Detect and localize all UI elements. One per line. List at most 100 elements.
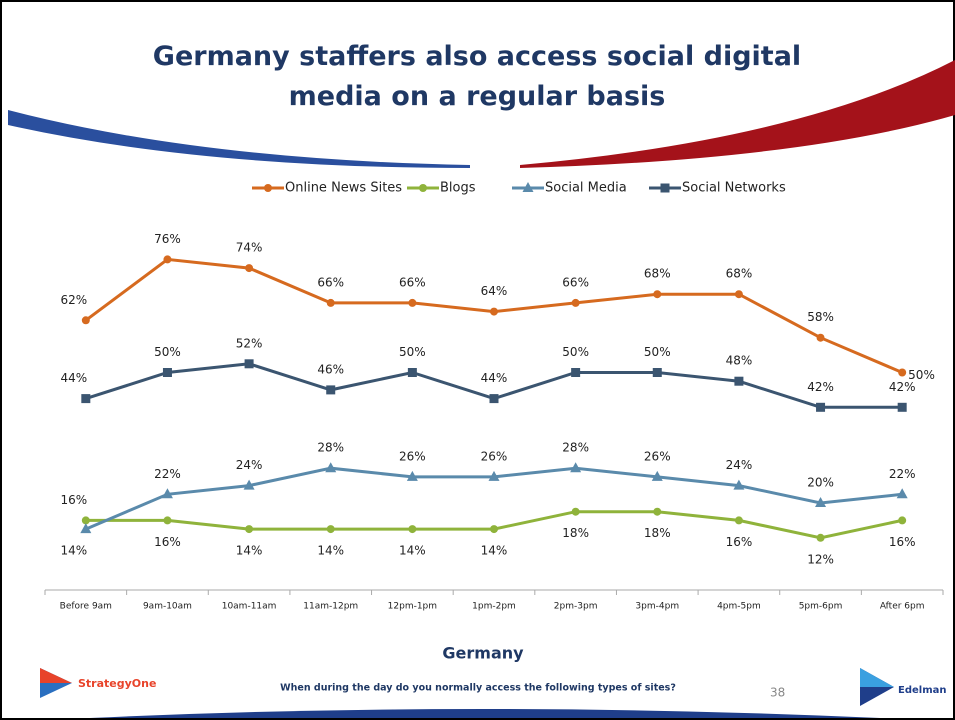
legend-marker — [264, 184, 272, 192]
marker — [734, 516, 743, 525]
marker — [815, 497, 827, 507]
value-label: 14% — [60, 544, 87, 558]
marker — [163, 516, 172, 525]
marker — [489, 394, 499, 404]
marker — [816, 402, 826, 412]
value-label: 66% — [562, 275, 589, 289]
value-label: 64% — [481, 284, 508, 298]
value-label: 14% — [317, 544, 344, 558]
value-label: 42% — [807, 380, 834, 394]
value-label: 74% — [236, 241, 263, 255]
marker — [245, 264, 254, 273]
value-label: 26% — [644, 449, 671, 463]
right-logo: Edelman — [898, 685, 947, 696]
value-label: 14% — [236, 544, 263, 558]
x-tick-label: 10am-11am — [222, 602, 277, 612]
value-label: 16% — [60, 493, 87, 507]
page-number: 38 — [770, 686, 785, 700]
marker — [161, 488, 173, 499]
legend: Online News Sites Blogs Social Media Social… — [252, 181, 786, 196]
value-label: 28% — [562, 441, 589, 455]
marker — [733, 479, 745, 490]
value-label: 44% — [481, 371, 508, 385]
marker — [734, 376, 744, 386]
value-label: 58% — [807, 310, 834, 324]
marker — [245, 525, 254, 534]
marker — [571, 368, 581, 377]
value-label: 16% — [889, 535, 916, 549]
legend-marker — [522, 182, 534, 192]
marker — [816, 333, 825, 342]
value-label: 12% — [807, 552, 834, 566]
value-label: 14% — [399, 544, 426, 558]
value-label: 22% — [154, 467, 181, 481]
plot: Before 9am 9am-10am 10am-11am 11am-12pm 12pm… — [44, 232, 944, 612]
marker — [326, 385, 336, 395]
value-label: 16% — [154, 535, 181, 549]
legend-label: Blogs — [440, 181, 476, 196]
marker — [408, 298, 417, 307]
value-label: 50% — [154, 345, 181, 359]
marker — [326, 525, 335, 534]
marker — [408, 525, 417, 534]
value-label: 50% — [908, 368, 935, 382]
value-label: 24% — [726, 458, 753, 472]
value-label: 62% — [60, 293, 87, 307]
marker — [80, 523, 92, 534]
value-label: 18% — [562, 526, 589, 540]
marker — [897, 402, 907, 412]
red-swoosh — [520, 60, 955, 168]
value-label: 28% — [317, 441, 344, 455]
marker — [162, 368, 172, 377]
x-tick-label: 2pm-3pm — [554, 602, 598, 612]
left-logo: StrategyOne — [78, 677, 156, 690]
value-label: 50% — [399, 345, 426, 359]
marker — [490, 525, 498, 534]
value-label: 68% — [726, 267, 753, 281]
marker — [244, 359, 254, 369]
marker — [653, 290, 662, 299]
marker — [896, 488, 908, 499]
marker — [652, 368, 662, 377]
legend-label: Social Media — [545, 181, 627, 196]
marker — [243, 479, 255, 490]
value-label: 66% — [317, 275, 344, 289]
marker — [571, 298, 580, 307]
legend-label: Social Networks — [682, 181, 786, 196]
value-label: 16% — [726, 535, 753, 549]
value-label: 20% — [807, 476, 834, 490]
value-label: 48% — [726, 354, 753, 368]
marker — [570, 462, 582, 473]
value-label: 22% — [889, 467, 916, 481]
marker — [325, 462, 337, 473]
value-label: 52% — [236, 336, 263, 350]
marker — [81, 394, 91, 404]
value-label: 14% — [481, 544, 508, 558]
marker — [653, 507, 662, 516]
legend-marker — [660, 183, 670, 193]
value-label: 76% — [154, 232, 181, 246]
marker — [898, 516, 907, 525]
bottom-swoosh — [90, 709, 880, 718]
left-logo-icon-top — [40, 668, 72, 683]
x-tick-label: 12pm-1pm — [388, 602, 437, 612]
marker — [81, 516, 90, 525]
x-tick-label: After 6pm — [880, 602, 925, 612]
marker — [816, 533, 825, 542]
marker — [734, 290, 743, 299]
x-axis-title: Germany — [442, 644, 524, 663]
legend-marker — [419, 184, 427, 192]
value-label: 18% — [644, 526, 671, 540]
marker — [898, 368, 907, 377]
marker — [406, 470, 418, 481]
value-label: 26% — [481, 449, 508, 463]
marker — [326, 298, 335, 307]
x-tick-label: 3pm-4pm — [635, 602, 679, 612]
x-tick-label: 5pm-6pm — [799, 602, 843, 612]
x-tick-label: 11am-12pm — [303, 602, 358, 612]
blue-swoosh — [8, 110, 470, 168]
marker — [163, 255, 172, 264]
marker — [490, 307, 498, 316]
x-tick-label: 9am-10am — [143, 602, 192, 612]
